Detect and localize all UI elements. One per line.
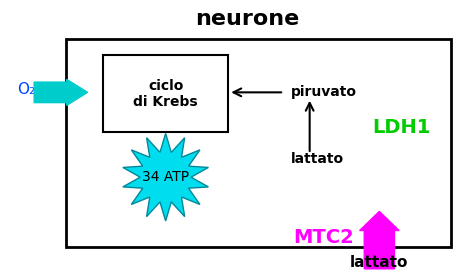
Bar [103,56,228,132]
FancyArrow shape [34,79,88,105]
Text: O₂: O₂ [17,82,35,97]
Bar [66,39,452,247]
Text: 34 ATP: 34 ATP [142,170,189,184]
Text: piruvato: piruvato [291,85,357,99]
Text: ciclo
di Krebs: ciclo di Krebs [133,79,198,109]
Text: lattato: lattato [291,152,344,166]
FancyArrow shape [360,211,399,269]
Text: lattato: lattato [350,255,409,270]
Text: MTC2: MTC2 [294,228,354,247]
Polygon shape [123,133,208,221]
Text: LDH1: LDH1 [372,119,431,138]
Text: neurone: neurone [195,9,299,29]
